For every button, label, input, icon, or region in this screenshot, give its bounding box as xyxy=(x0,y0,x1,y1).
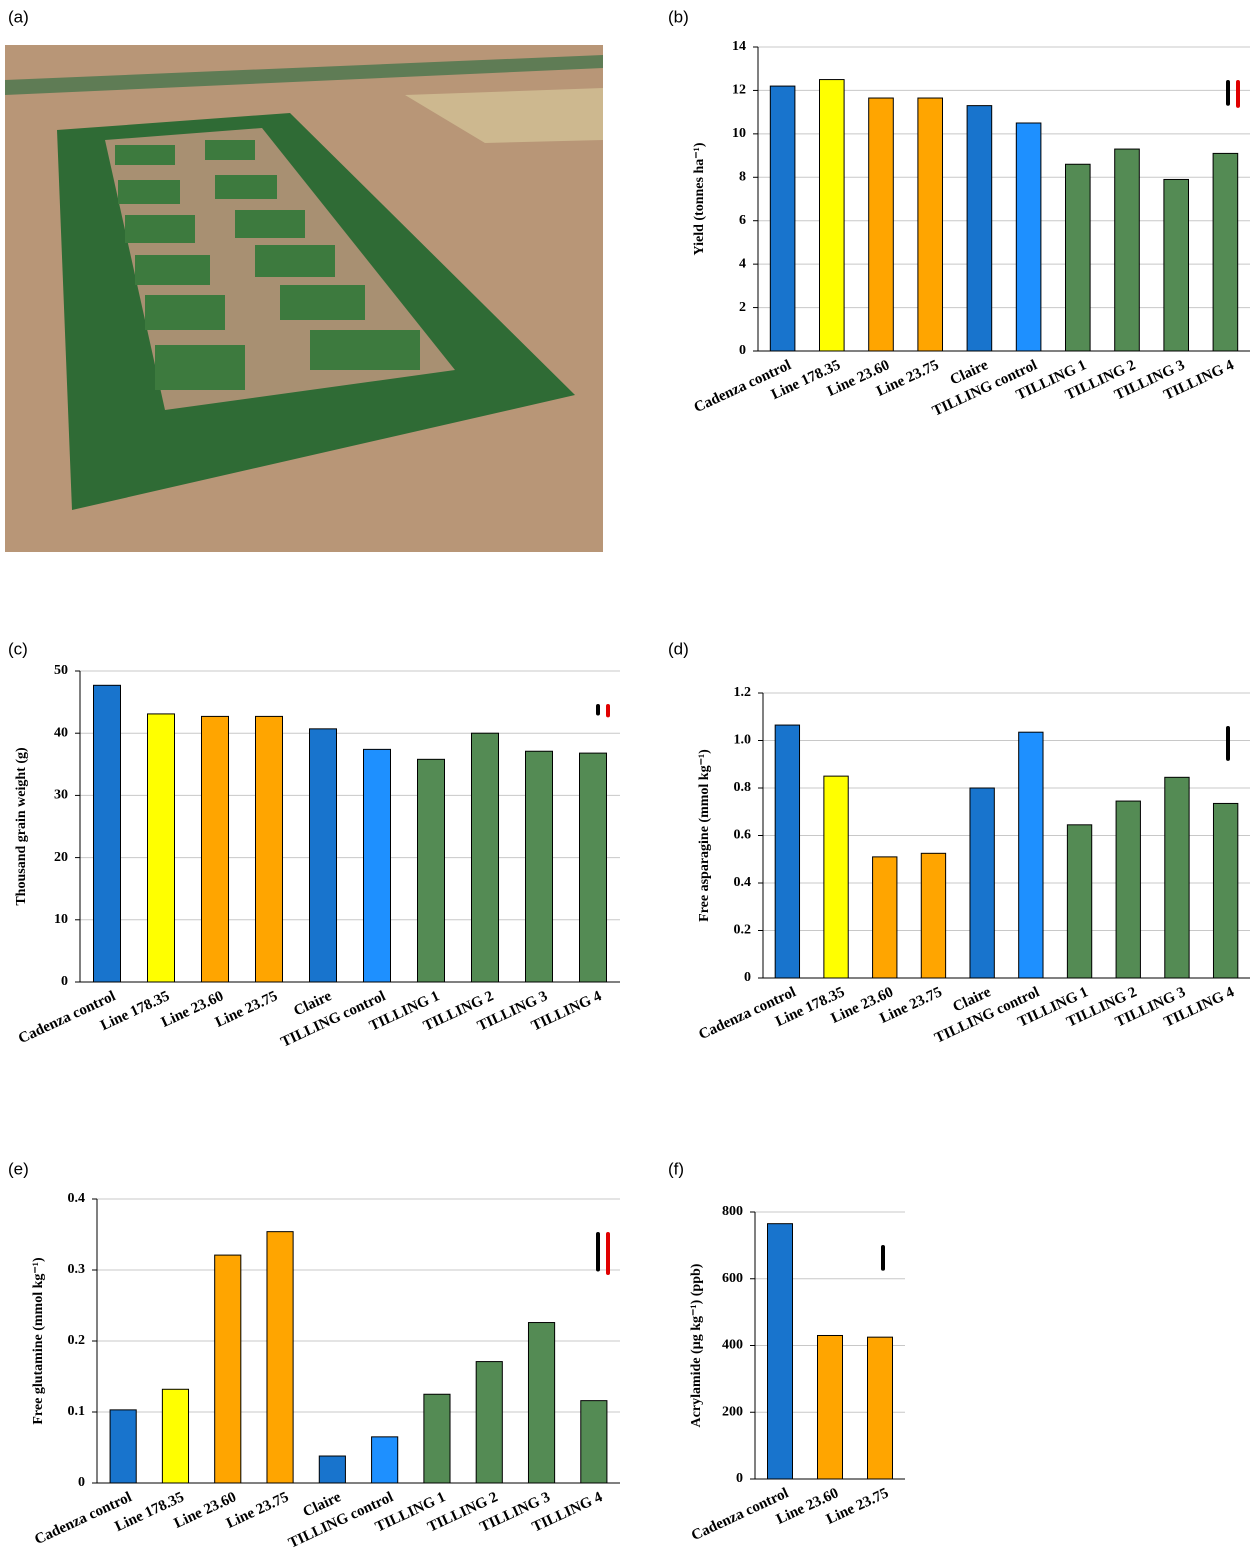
y-tick-label: 0.2 xyxy=(734,923,752,938)
y-tick-label: 0 xyxy=(739,343,746,358)
figure: (a)(b)02468101214Yield (tonnes ha⁻¹)Cade… xyxy=(0,0,1250,1554)
y-tick-label: 200 xyxy=(722,1404,743,1419)
bar xyxy=(1066,164,1091,351)
y-tick-label: 0 xyxy=(61,974,68,989)
field-photo xyxy=(5,45,603,552)
y-tick-label: 8 xyxy=(739,170,746,185)
bar xyxy=(1019,732,1043,978)
y-tick-label: 14 xyxy=(732,39,746,54)
bar xyxy=(418,759,445,982)
bar xyxy=(818,1335,843,1479)
y-tick-label: 0 xyxy=(78,1475,85,1490)
y-tick-label: 10 xyxy=(54,912,68,927)
y-tick-label: 0.1 xyxy=(68,1404,86,1419)
bar xyxy=(94,685,121,982)
bar xyxy=(472,733,499,982)
bar xyxy=(1165,777,1189,978)
bar xyxy=(162,1389,188,1483)
y-tick-label: 1.0 xyxy=(734,733,752,748)
bar xyxy=(820,80,845,351)
bar xyxy=(869,98,894,351)
bar xyxy=(202,716,229,982)
bar xyxy=(267,1232,293,1483)
bar xyxy=(768,1224,793,1479)
y-tick-label: 0 xyxy=(736,1471,743,1486)
panel-label: (b) xyxy=(668,7,689,26)
panel-label: (e) xyxy=(8,1159,29,1178)
bar xyxy=(476,1362,502,1483)
y-tick-label: 0.4 xyxy=(734,875,752,890)
y-tick-label: 0.4 xyxy=(68,1191,86,1206)
x-tick-label: Line 23.75 xyxy=(213,988,280,1031)
y-tick-label: 2 xyxy=(739,300,746,315)
y-axis-label: Thousand grain weight (g) xyxy=(14,747,29,906)
bar xyxy=(1116,801,1140,978)
bar xyxy=(526,751,553,982)
bar xyxy=(1067,825,1091,978)
y-axis-label: Free asparagine (mmol kg⁻¹) xyxy=(697,749,712,922)
bar xyxy=(372,1437,398,1483)
bar xyxy=(1213,153,1238,351)
bar xyxy=(775,725,799,978)
y-tick-label: 12 xyxy=(732,83,746,98)
y-tick-label: 0.2 xyxy=(68,1333,86,1348)
bar xyxy=(215,1255,241,1483)
y-tick-label: 10 xyxy=(732,126,746,141)
panel-label: (a) xyxy=(8,7,29,26)
panel-label: (c) xyxy=(8,639,28,658)
y-tick-label: 0.8 xyxy=(734,780,752,795)
bar xyxy=(310,729,337,982)
panel-label: (f) xyxy=(668,1159,684,1178)
bar xyxy=(873,857,897,978)
y-tick-label: 600 xyxy=(722,1271,743,1286)
bar xyxy=(581,1401,607,1483)
y-tick-label: 0.3 xyxy=(68,1262,86,1277)
bar xyxy=(364,749,391,982)
bar xyxy=(921,853,945,978)
bar xyxy=(528,1323,554,1483)
bar xyxy=(770,86,795,351)
bar xyxy=(580,753,607,982)
bar xyxy=(970,788,994,978)
y-axis-label: Free glutamine (mmol kg⁻¹) xyxy=(31,1257,46,1425)
y-tick-label: 1.2 xyxy=(734,685,752,700)
y-tick-label: 40 xyxy=(54,725,68,740)
bar xyxy=(918,98,943,351)
y-tick-label: 50 xyxy=(54,663,68,678)
y-tick-label: 4 xyxy=(739,256,746,271)
bar xyxy=(824,776,848,978)
bar xyxy=(1016,123,1041,351)
bar xyxy=(868,1337,893,1479)
y-tick-label: 30 xyxy=(54,788,68,803)
panel-label: (d) xyxy=(668,639,689,658)
bar xyxy=(148,714,175,982)
bar xyxy=(1115,149,1140,351)
bar xyxy=(1213,803,1237,978)
bar xyxy=(110,1410,136,1483)
y-tick-label: 20 xyxy=(54,850,68,865)
bar xyxy=(1164,179,1189,351)
y-tick-label: 0.6 xyxy=(734,828,752,843)
y-axis-label: Acrylamide (µg kg⁻¹) (ppb) xyxy=(689,1263,704,1427)
bar xyxy=(424,1394,450,1483)
bar xyxy=(319,1456,345,1483)
y-tick-label: 6 xyxy=(739,213,746,228)
y-tick-label: 400 xyxy=(722,1338,743,1353)
y-tick-label: 0 xyxy=(744,970,751,985)
bar xyxy=(967,106,992,351)
bar xyxy=(256,716,283,982)
y-tick-label: 800 xyxy=(722,1204,743,1219)
y-axis-label: Yield (tonnes ha⁻¹) xyxy=(692,142,707,255)
